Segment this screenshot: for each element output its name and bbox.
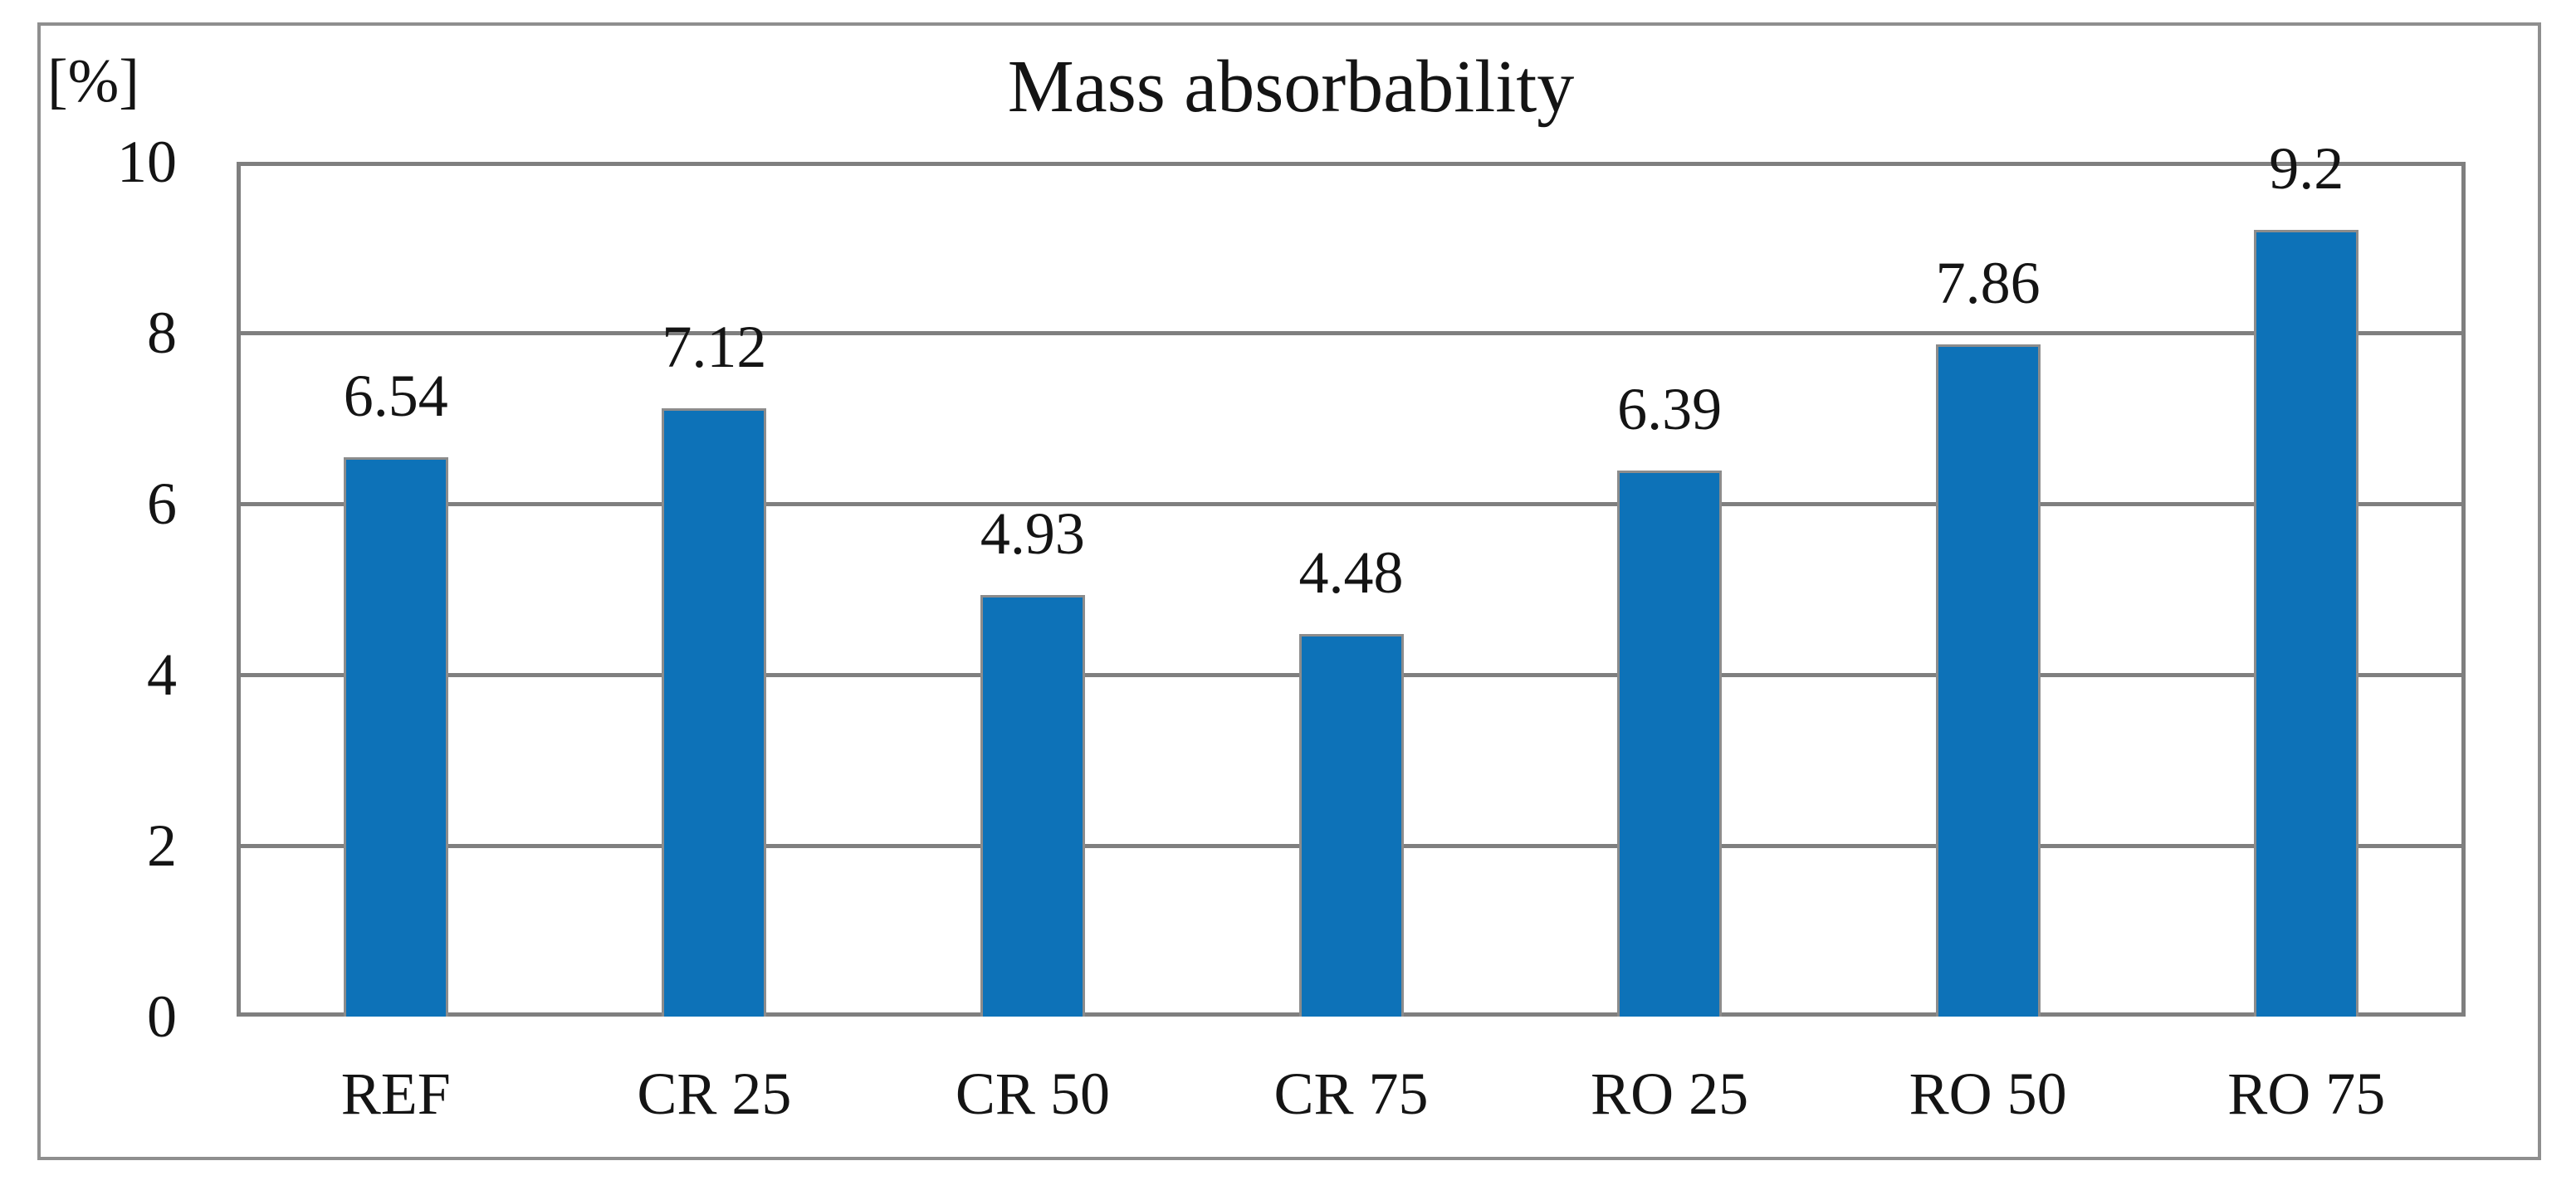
x-tick-label: REF xyxy=(340,1061,451,1127)
y-tick-label: 2 xyxy=(147,812,177,879)
gridline xyxy=(237,330,2466,335)
bar-value-label: 4.93 xyxy=(980,500,1085,568)
y-axis-unit-label: [%] xyxy=(47,47,139,115)
x-tick-label: CR 25 xyxy=(637,1061,792,1127)
bar xyxy=(1617,470,1723,1017)
x-tick-label: CR 50 xyxy=(955,1061,1110,1127)
y-tick-label: 4 xyxy=(147,641,177,708)
bar xyxy=(1935,344,2041,1017)
y-tick-label: 8 xyxy=(147,300,177,366)
bar-value-label: 4.48 xyxy=(1298,539,1404,606)
y-tick-label: 0 xyxy=(147,983,177,1050)
bar-value-label: 7.12 xyxy=(662,313,767,380)
bar xyxy=(343,457,448,1017)
bar-value-label: 6.39 xyxy=(1617,375,1723,442)
x-tick-label: RO 75 xyxy=(2227,1061,2386,1127)
bar-value-label: 9.2 xyxy=(2269,135,2344,202)
x-tick-label: RO 50 xyxy=(1909,1061,2067,1127)
bar-value-label: 6.54 xyxy=(343,363,448,430)
bar xyxy=(1298,633,1404,1017)
y-tick-label: 6 xyxy=(147,471,177,537)
bar xyxy=(662,407,767,1017)
bar xyxy=(2254,230,2359,1017)
gridline xyxy=(237,501,2466,506)
chart-title: Mass absorbability xyxy=(1007,46,1575,128)
y-tick-label: 10 xyxy=(117,129,177,195)
x-tick-label: CR 75 xyxy=(1273,1061,1429,1127)
bar-value-label: 7.86 xyxy=(1935,250,2041,317)
chart-outer-frame xyxy=(37,22,2541,1160)
x-tick-label: RO 25 xyxy=(1591,1061,1749,1127)
bar xyxy=(980,595,1085,1017)
